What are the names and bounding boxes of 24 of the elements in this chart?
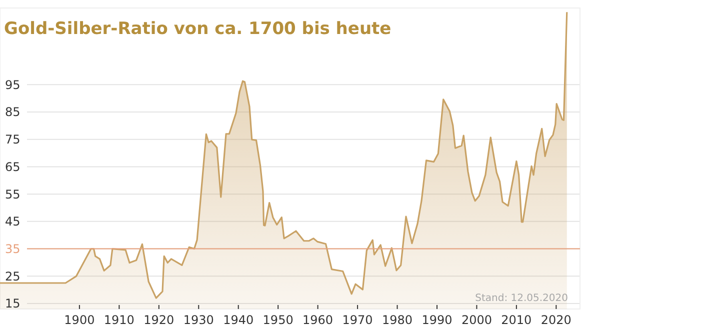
y-tick-label: 95: [5, 78, 20, 92]
x-tick-label: 1910: [104, 313, 134, 327]
y-tick-label: 65: [5, 160, 20, 174]
x-tick-label: 2000: [461, 313, 492, 327]
y-tick-label: 55: [5, 187, 20, 202]
x-tick-label: 1940: [223, 313, 254, 327]
y-tick-label: 75: [5, 132, 20, 147]
x-tick-label: 1980: [382, 313, 413, 327]
y-tick-label: 45: [5, 214, 20, 229]
x-tick-label: 1970: [342, 313, 373, 327]
y-tick-label: 25: [5, 269, 20, 284]
x-tick-label: 1920: [144, 313, 174, 327]
y-tick-label: 35: [5, 242, 20, 256]
y-tick-label: 15: [5, 296, 20, 311]
y-tick-label: 85: [5, 105, 20, 120]
x-tick-label: 1960: [302, 313, 334, 327]
x-tick-label: 2020: [540, 313, 572, 327]
x-tick-label: 1930: [183, 313, 214, 327]
annotation: Stand: 12.05.2020: [475, 293, 568, 304]
text: Gold-Silber-Ratio von ca. 1700 bis heute: [4, 19, 392, 39]
x-tick-label: 1990: [422, 313, 452, 327]
x-tick-label: 1950: [262, 313, 294, 327]
x-tick-label: 2010: [501, 313, 532, 327]
x-tick-label: 1900: [64, 313, 95, 327]
